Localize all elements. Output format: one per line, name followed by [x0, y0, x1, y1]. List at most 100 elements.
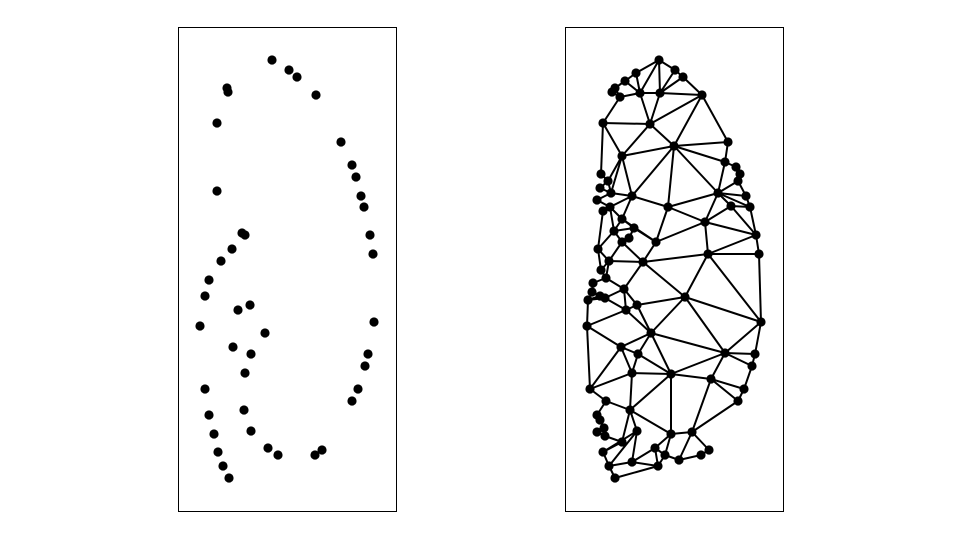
mesh-node-39	[593, 244, 603, 254]
left-panel-frame	[178, 27, 397, 512]
mesh-node-17	[731, 162, 741, 172]
mesh-node-70	[585, 384, 595, 394]
mesh-node-78	[617, 437, 627, 447]
mesh-edge-60	[667, 206, 706, 223]
mesh-edge-90	[707, 234, 757, 255]
mesh-edge-132	[631, 372, 672, 375]
mesh-node-61	[633, 349, 643, 359]
mesh-edge-22	[649, 94, 703, 125]
mesh-node-60	[616, 342, 626, 352]
scatter-point-3	[311, 90, 321, 100]
mesh-edge-27	[621, 123, 651, 157]
right-mesh-edges	[586, 59, 762, 479]
mesh-edge-142	[586, 325, 591, 390]
mesh-edge-164	[691, 400, 739, 433]
mesh-node-66	[666, 369, 676, 379]
mesh-node-26	[606, 188, 616, 198]
mesh-node-88	[604, 461, 614, 471]
mesh-node-22	[713, 188, 723, 198]
scatter-point-10	[356, 191, 366, 201]
mesh-edge-87	[704, 221, 709, 255]
scatter-point-24	[260, 328, 270, 338]
mesh-edge-56	[631, 195, 669, 208]
mesh-node-12	[645, 119, 655, 129]
mesh-node-36	[629, 223, 639, 233]
mesh-edge-82	[621, 241, 644, 263]
mesh-edge-57	[667, 145, 675, 208]
mesh-node-77	[600, 431, 610, 441]
mesh-node-84	[704, 445, 714, 455]
mesh-node-1	[670, 65, 680, 75]
mesh-node-51	[583, 295, 593, 305]
scatter-point-1	[284, 65, 294, 75]
mesh-edge-144	[589, 372, 633, 390]
mesh-edge-106	[684, 253, 709, 298]
scatter-point-16	[216, 256, 226, 266]
mesh-node-53	[619, 284, 629, 294]
mesh-node-27	[592, 195, 602, 205]
mesh-node-19	[733, 176, 743, 186]
mesh-node-69	[733, 396, 743, 406]
mesh-edge-156	[621, 409, 631, 443]
mesh-edge-65	[730, 205, 757, 236]
mesh-edge-171	[608, 430, 638, 467]
scatter-point-43	[218, 461, 228, 471]
scatter-point-36	[246, 426, 256, 436]
scatter-point-44	[224, 473, 234, 483]
mesh-edge-42	[717, 192, 751, 208]
mesh-node-21	[745, 202, 755, 212]
mesh-edge-23	[701, 94, 729, 143]
mesh-node-54	[632, 300, 642, 310]
scatter-point-30	[360, 361, 370, 371]
mesh-edge-126	[754, 321, 762, 355]
mesh-edge-123	[650, 332, 726, 354]
scatter-point-32	[347, 396, 357, 406]
mesh-node-55	[680, 292, 690, 302]
scatter-point-20	[368, 249, 378, 259]
mesh-node-59	[756, 317, 766, 327]
scatter-point-18	[200, 291, 210, 301]
scatter-point-6	[212, 118, 222, 128]
mesh-edge-20	[649, 92, 661, 125]
scatter-point-26	[246, 349, 256, 359]
mesh-node-23	[596, 169, 606, 179]
mesh-edge-176	[631, 430, 638, 463]
mesh-node-29	[605, 202, 615, 212]
mesh-node-30	[598, 206, 608, 216]
mesh-edge-139	[710, 378, 745, 390]
scatter-point-9	[351, 172, 361, 182]
mesh-edge-21	[602, 122, 651, 125]
mesh-node-10	[655, 88, 665, 98]
mesh-node-52	[600, 293, 610, 303]
mesh-edge-91	[642, 253, 709, 263]
mesh-node-46	[596, 265, 606, 275]
right-panel-frame	[565, 27, 784, 512]
mesh-edge-19	[639, 92, 651, 125]
mesh-edge-51	[631, 145, 675, 197]
mesh-edge-86	[655, 221, 706, 243]
mesh-edge-49	[610, 155, 623, 194]
scatter-point-11	[359, 202, 369, 212]
mesh-node-33	[726, 201, 736, 211]
mesh-node-16	[720, 157, 730, 167]
mesh-edge-160	[629, 409, 672, 435]
mesh-edge-66	[704, 221, 757, 236]
mesh-edge-78	[655, 206, 669, 243]
mesh-node-79	[598, 447, 608, 457]
mesh-edge-116	[758, 253, 762, 323]
scatter-point-23	[195, 321, 205, 331]
mesh-node-0	[654, 55, 664, 65]
mesh-node-80	[632, 426, 642, 436]
mesh-node-5	[620, 76, 630, 86]
scatter-point-25	[228, 342, 238, 352]
mesh-node-83	[687, 427, 697, 437]
mesh-node-45	[703, 249, 713, 259]
mesh-node-31	[663, 202, 673, 212]
mesh-edge-136	[670, 373, 712, 380]
scatter-point-28	[369, 317, 379, 327]
mesh-edge-28	[602, 122, 623, 157]
mesh-node-90	[653, 461, 663, 471]
scatter-point-35	[204, 410, 214, 420]
mesh-node-82	[650, 443, 660, 453]
